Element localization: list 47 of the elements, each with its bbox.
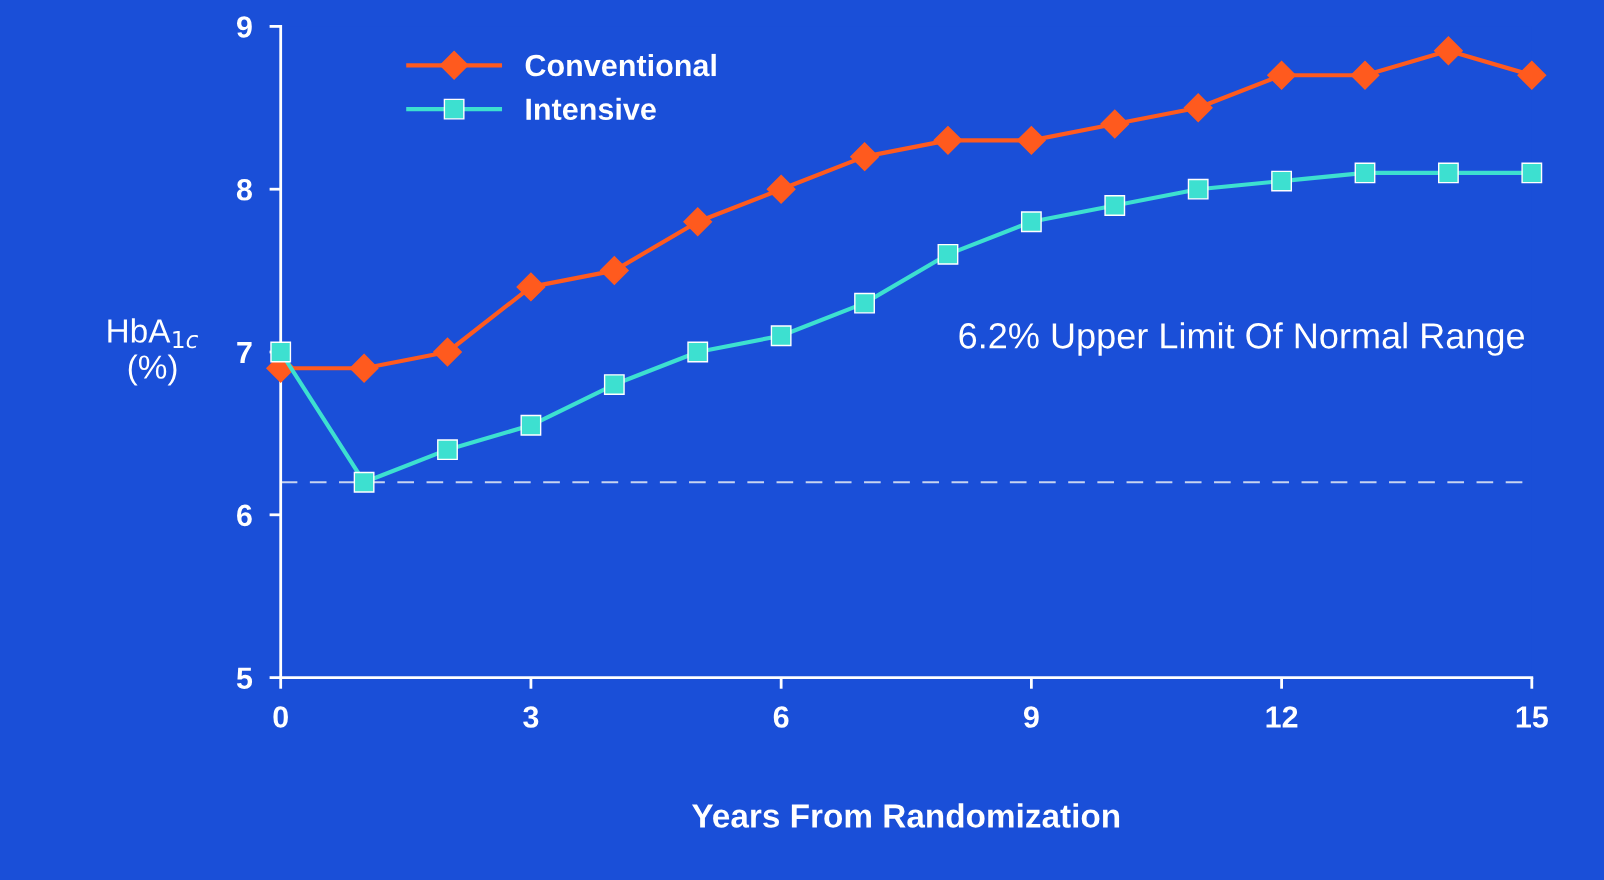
- y-tick-label: 7: [237, 342, 252, 364]
- y-axis-title: HbA$_{1c}$ (%): [108, 318, 199, 386]
- point: [683, 207, 713, 237]
- point: [770, 325, 792, 347]
- point: [1350, 60, 1380, 90]
- point: [1433, 36, 1463, 66]
- point: [854, 292, 875, 314]
- x-tick-label: 12: [1266, 706, 1298, 728]
- point: [599, 256, 629, 286]
- x-tick-label: 3: [523, 706, 539, 728]
- point: [270, 341, 292, 363]
- point: [516, 272, 546, 302]
- point: [1437, 162, 1459, 184]
- y-tick-label: 6: [237, 504, 252, 527]
- point: [1100, 109, 1130, 139]
- point: [850, 142, 879, 172]
- point: [933, 125, 963, 155]
- point: [1521, 162, 1543, 184]
- x-tick-label: 0: [273, 706, 288, 728]
- point: [766, 174, 796, 204]
- x-tick-label: 6: [773, 706, 789, 728]
- y-tick-label: 9: [236, 16, 252, 38]
- y-tick-label: 8: [236, 178, 252, 201]
- x-tick-label: 15: [1516, 706, 1548, 728]
- legend-label: Conventional: [525, 53, 716, 77]
- annotation: 6.2% Upper Limit Of Normal Range: [959, 322, 1524, 356]
- point: [1104, 195, 1126, 216]
- point: [1517, 60, 1547, 90]
- point: [349, 353, 379, 383]
- y-tick-label: 5: [236, 667, 253, 689]
- point: [603, 374, 625, 395]
- point: [1187, 178, 1209, 200]
- legend-label: Intensive: [526, 97, 656, 121]
- point: [1354, 162, 1376, 184]
- x-tick-label: 9: [1023, 706, 1039, 728]
- point: [687, 341, 709, 363]
- point: [437, 439, 458, 461]
- point: [520, 414, 542, 436]
- point: [433, 337, 462, 367]
- point: [937, 243, 959, 265]
- point: [353, 471, 375, 493]
- x-axis-title: Years From Randomization: [691, 803, 1120, 828]
- point: [1267, 60, 1297, 90]
- point: [1183, 93, 1213, 123]
- point: [1016, 125, 1046, 155]
- point: [1271, 170, 1293, 192]
- point: [1020, 211, 1042, 233]
